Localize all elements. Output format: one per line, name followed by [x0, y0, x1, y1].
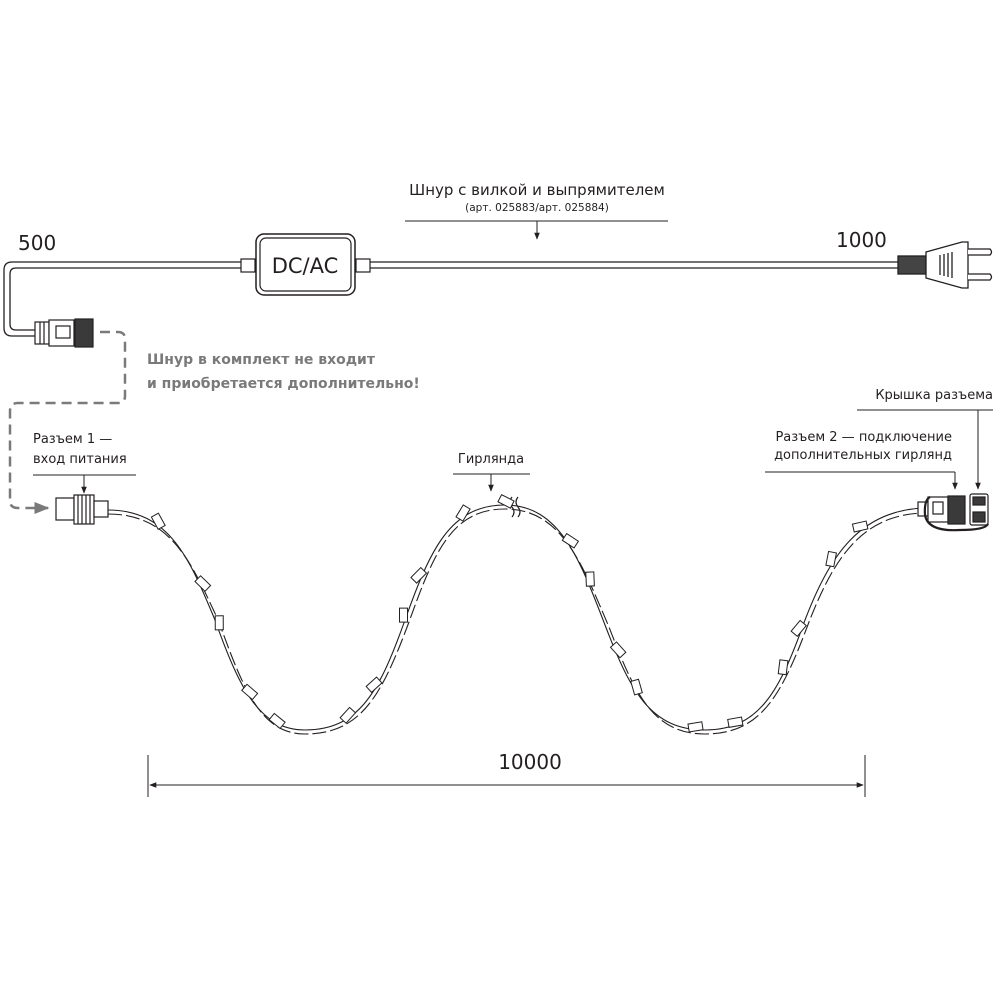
bulbs — [150, 493, 869, 733]
cap-label: Крышка разъема — [875, 388, 993, 403]
bulb — [609, 641, 627, 659]
bulb — [194, 575, 212, 592]
bulb — [410, 566, 428, 584]
bulb — [851, 520, 869, 533]
bulb — [497, 493, 515, 509]
length-right: 1000 — [836, 228, 887, 252]
bulb — [365, 676, 383, 694]
dimension-line — [147, 755, 866, 797]
output-connector-with-cap — [917, 493, 989, 532]
garland-label: Гирлянда — [458, 452, 524, 467]
connector1-line1: Разъем 1 — — [33, 432, 112, 447]
bulb — [268, 712, 286, 730]
left-cord — [3, 261, 243, 337]
dc-ac-adapter: DC/AC — [240, 233, 371, 296]
connector2-line1: Разъем 2 — подключение — [775, 430, 952, 445]
bulb — [150, 512, 166, 530]
bulb — [727, 716, 744, 728]
bulb — [630, 678, 643, 696]
adapter-label: DC/AC — [272, 254, 339, 278]
total-length: 10000 — [498, 750, 562, 774]
power-cord-connector — [34, 318, 94, 348]
power-plug-icon — [897, 241, 993, 289]
bulb — [214, 615, 224, 631]
length-left: 500 — [18, 231, 56, 255]
connector2-line2: дополнительных гирлянд — [774, 448, 952, 463]
bulb — [241, 683, 259, 701]
bulb — [790, 619, 807, 638]
cord-article: (арт. 025883/арт. 025884) — [465, 202, 609, 214]
bulb — [398, 607, 409, 623]
bulb — [585, 571, 595, 587]
note-line1: Шнур в комплект не входит — [147, 352, 376, 368]
input-connector — [55, 494, 109, 525]
dashed-connection-line — [8, 330, 127, 514]
bulb — [561, 532, 580, 549]
cord-title: Шнур с вилкой и выпрямителем — [409, 181, 665, 199]
right-cord — [370, 261, 898, 269]
bulb — [777, 659, 789, 676]
bulb — [687, 721, 704, 733]
bulb — [339, 706, 357, 724]
garland-wire — [107, 504, 926, 735]
bulb — [825, 550, 838, 568]
connector1-line2: вход питания — [33, 452, 127, 467]
note-line2: и приобретается дополнительно! — [147, 376, 420, 392]
bulb — [455, 504, 471, 522]
